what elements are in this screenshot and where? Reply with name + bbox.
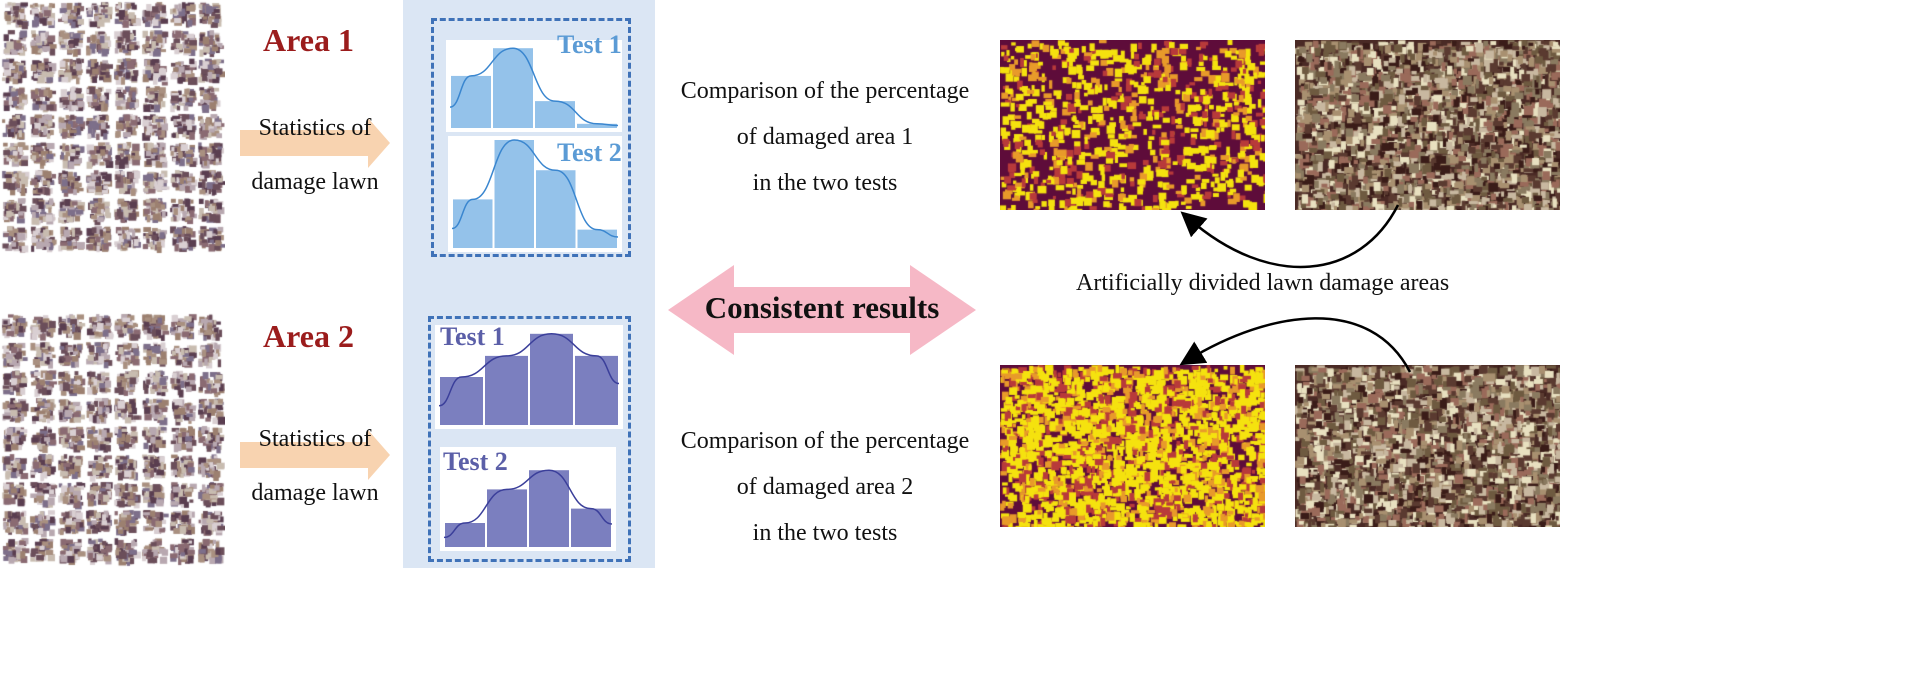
comparison-line: Comparison of the percentage [680, 428, 970, 454]
density-curve [451, 139, 619, 238]
comparison-line: in the two tests [752, 520, 898, 546]
damage-map-area-1 [1000, 40, 1265, 210]
histogram-bar [485, 355, 528, 425]
density-curve [443, 469, 613, 539]
statistics-line: Statistics of [258, 426, 372, 452]
histogram-bar [530, 333, 573, 425]
right-arrow-area-1 [240, 118, 390, 168]
comparison-area-2-text: Comparison of the percentage of damaged … [655, 418, 995, 556]
comparison-area-1-text: Comparison of the percentage of damaged … [655, 68, 995, 206]
histogram-bar [577, 229, 617, 248]
histogram-bar [571, 508, 611, 547]
statistics-text-area-2: Statistics of damage lawn [235, 425, 395, 507]
histogram-bar [451, 75, 491, 128]
statistics-text-area-1: Statistics of damage lawn [235, 114, 395, 196]
comparison-line: of damaged area 2 [736, 474, 914, 500]
histogram-bar [536, 170, 576, 248]
divided-areas-label: Artificially divided lawn damage areas [1076, 270, 1450, 296]
test-1-label-area-2: Test 1 [440, 322, 505, 351]
histogram-bar [440, 377, 483, 425]
lawn-image-area-2 [1295, 365, 1560, 527]
test-1-label-area-1: Test 1 [557, 30, 622, 59]
damage-map-area-2 [1000, 365, 1265, 527]
comparison-line: of damaged area 1 [736, 124, 914, 150]
test-2-label-area-1: Test 2 [557, 138, 622, 167]
lawn-tile-mosaic-area-2 [0, 312, 225, 570]
test-2-label-area-2: Test 2 [443, 447, 508, 476]
area-2-histograms-box [428, 316, 631, 562]
histogram-area-2-test-1 [435, 325, 623, 429]
lawn-image-area-1 [1295, 40, 1560, 210]
area-1-label: Area 1 [263, 22, 354, 58]
area-2-label: Area 2 [263, 318, 354, 354]
double-arrow [668, 265, 976, 355]
histogram-bar [493, 48, 533, 129]
density-curve [438, 333, 620, 407]
curved-arrow-bottom [1179, 317, 1412, 373]
histogram-area-1-test-1 [446, 40, 622, 132]
area-1-histograms-box [431, 18, 631, 257]
histogram-area-1-test-2 [448, 136, 622, 252]
histogram-area-2-test-2 [440, 447, 616, 551]
curved-arrows [1179, 204, 1412, 373]
comparison-line: in the two tests [752, 170, 898, 196]
statistics-line: damage lawn [251, 480, 379, 506]
statistics-line: Statistics of [258, 115, 372, 141]
density-curve [449, 47, 619, 127]
histogram-bar [445, 523, 485, 547]
statistics-line: damage lawn [251, 169, 379, 195]
histogram-bar [575, 355, 618, 425]
comparison-line: Comparison of the percentage [680, 78, 970, 104]
right-arrow-area-2 [240, 430, 390, 480]
histogram-bar [577, 123, 617, 128]
histogram-bar [487, 489, 527, 547]
consistent-results-label: Consistent results [704, 290, 940, 325]
histogram-bar [453, 199, 493, 248]
histogram-bar [529, 470, 569, 547]
histogram-bar [494, 140, 534, 248]
curved-arrow-top [1180, 204, 1400, 269]
lawn-tile-mosaic-area-1 [0, 0, 225, 258]
